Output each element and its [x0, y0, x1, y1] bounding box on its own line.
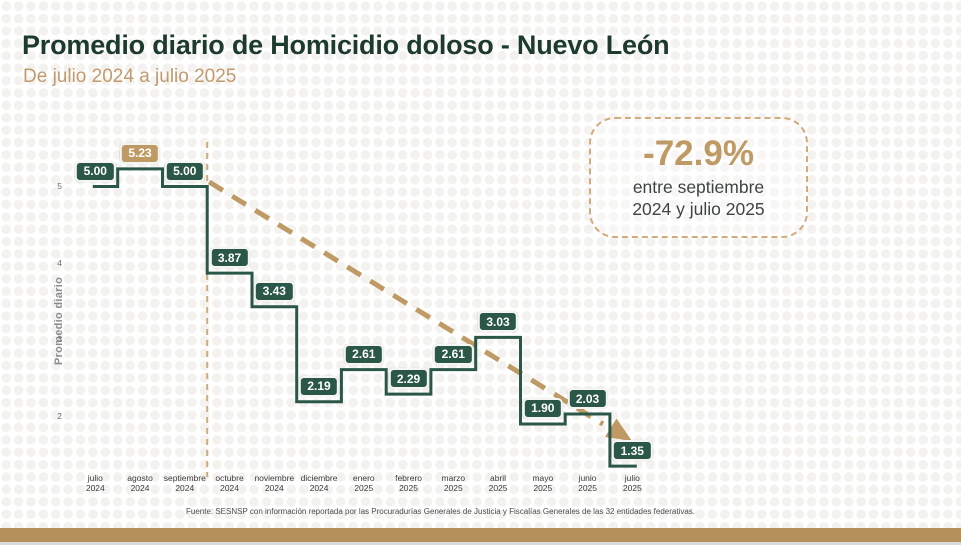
- value-badge: 5.00: [164, 160, 205, 182]
- value-badge: 3.43: [254, 280, 295, 302]
- callout-percentage: -72.9%: [643, 134, 754, 173]
- value-badge: 2.29: [388, 368, 429, 390]
- y-axis-tick: 3: [57, 334, 62, 345]
- value-badge: 3.03: [477, 311, 519, 333]
- x-axis-label: mayo 2025: [532, 473, 554, 493]
- trend-arrowhead-icon: [605, 418, 632, 441]
- source-note: Fuente: SESNSP con información reportada…: [185, 507, 695, 516]
- x-axis-label: junio 2025: [578, 473, 598, 493]
- y-axis-tick: 4: [57, 257, 62, 268]
- step-line-path: [92, 167, 637, 468]
- page-subtitle: De julio 2024 a julio 2025: [23, 66, 237, 87]
- bottom-accent-bar: [0, 528, 961, 542]
- x-axis-label: septiembre 2024: [163, 473, 206, 493]
- value-badge: 5.00: [75, 160, 116, 182]
- value-badge: 1.35: [612, 440, 653, 462]
- y-axis-tick: 5: [57, 181, 62, 191]
- x-axis-label: diciembre 2024: [300, 473, 338, 493]
- x-axis-label: febrero 2025: [395, 473, 423, 493]
- y-axis-tick: 2: [57, 410, 62, 421]
- x-axis-label: noviembre 2024: [254, 473, 295, 493]
- callout-text-line2: 2024 y julio 2025: [632, 199, 765, 219]
- value-badge: 3.87: [209, 247, 250, 269]
- value-badge: 2.19: [298, 375, 340, 397]
- highlight-callout: -72.9% entre septiembre 2024 y julio 202…: [589, 117, 808, 238]
- x-axis-label: julio 2025: [622, 473, 642, 493]
- window-edge: [0, 542, 961, 545]
- value-badge: 2.61: [343, 343, 384, 365]
- x-axis-label: agosto 2024: [127, 473, 153, 493]
- x-axis-label: marzo 2025: [441, 473, 466, 493]
- value-badge-peak: 5.23: [119, 142, 161, 164]
- x-axis-label: julio 2024: [85, 473, 105, 493]
- value-badge: 1.90: [522, 397, 563, 419]
- trend-dashed-line: [207, 179, 605, 427]
- value-badge: 2.61: [433, 343, 474, 365]
- callout-text-line1: entre septiembre: [632, 177, 765, 197]
- x-axis-label: octubre 2024: [215, 473, 244, 493]
- value-badge: 2.03: [567, 388, 608, 409]
- page-title: Promedio diario de Homicidio doloso - Nu…: [22, 30, 670, 60]
- x-axis-label: enero 2025: [352, 473, 375, 493]
- x-axis-label: abril 2025: [488, 473, 508, 493]
